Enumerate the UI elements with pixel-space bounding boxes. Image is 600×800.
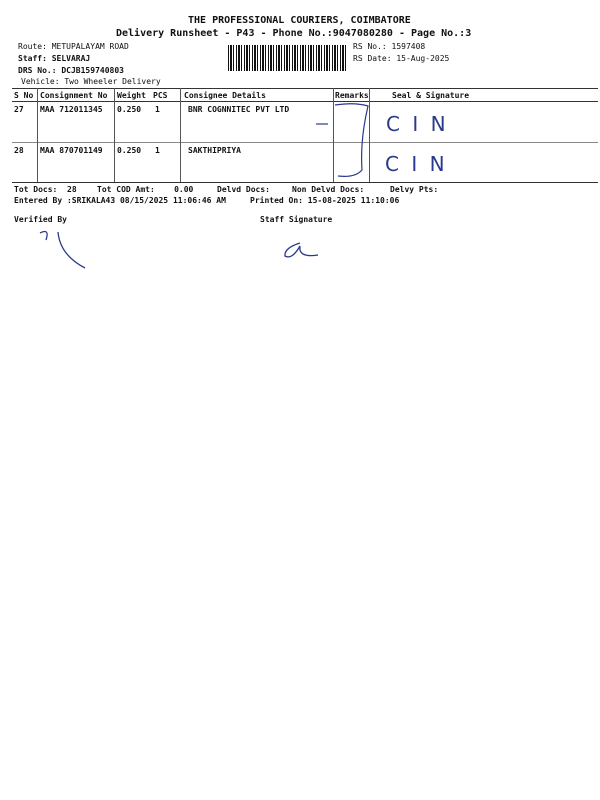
col-seal-signature: Seal & Signature [392,91,470,100]
verified-by: Verified By [14,215,67,224]
staff-signature: Staff Signature [260,215,333,224]
drs-number: DRS No.: DCJB159740803 [18,66,124,75]
row-pcs: 1 [155,105,160,114]
rs-date: RS Date: 15-Aug-2025 [353,54,450,63]
delvd-docs: Delvd Docs: [217,185,270,194]
delvy-pts: Delvy Pts: [390,185,439,194]
tot-docs: Tot Docs: 28 [14,185,77,194]
handwritten-signature: C I N [385,152,448,176]
row-consignee: BNR COGNNITEC PVT LTD [188,105,290,114]
printed-on: Printed On: 15-08-2025 11:10:06 [250,196,400,205]
row-weight: 0.250 [117,105,142,114]
route: Route: METUPALAYAM ROAD [18,42,129,51]
rs-number: RS No.: 1597408 [353,42,426,51]
row-pcs: 1 [155,146,160,155]
non-delvd-docs: Non Delvd Docs: [292,185,365,194]
row-sno: 28 [14,146,24,155]
runsheet-subtitle: Delivery Runsheet - P43 - Phone No.:9047… [116,28,472,39]
row-weight: 0.250 [117,146,142,155]
barcode [228,45,348,71]
col-consignee: Consignee Details [184,91,266,100]
entered-by: Entered By :SRIKALA43 08/15/2025 11:06:4… [14,196,226,205]
row-consignment: MAA 870701149 [40,146,103,155]
row-consignee: SAKTHIPRIYA [188,146,241,155]
staff: Staff: SELVARAJ [18,54,91,63]
col-sno: S No [14,91,34,100]
vehicle: Vehicle: Two Wheeler Delivery [21,77,161,86]
company-title: THE PROFESSIONAL COURIERS, COIMBATORE [188,15,411,26]
col-pcs: PCS [153,91,168,100]
col-remarks: Remarks [335,91,369,100]
row-sno: 27 [14,105,24,114]
col-weight: Weight [117,91,146,100]
tot-cod: Tot COD Amt: 0.00 [97,185,194,194]
handwritten-signature: C I N [386,112,449,136]
row-consignment: MAA 712011345 [40,105,103,114]
col-consignment: Consignment No [40,91,108,100]
